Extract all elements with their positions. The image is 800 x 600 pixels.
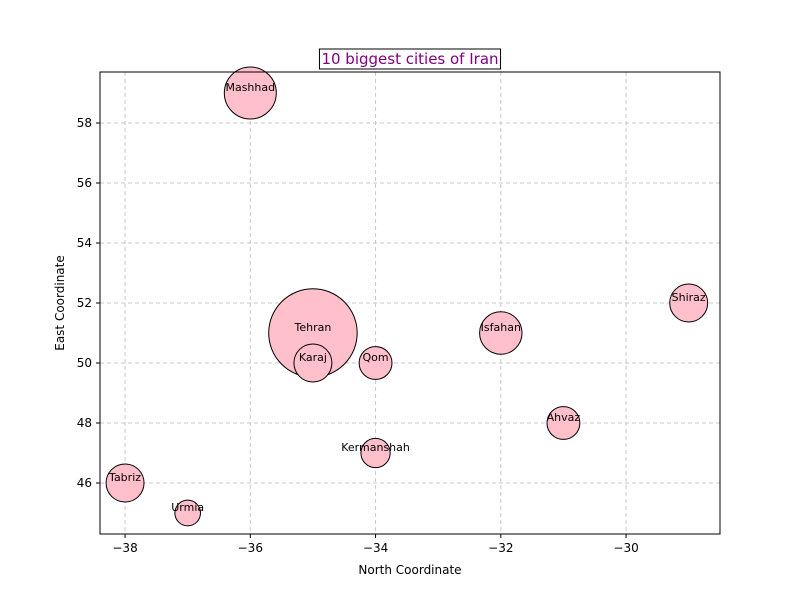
chart-title: 10 biggest cities of Iran — [321, 50, 498, 68]
city-label-urmia: Urmia — [171, 501, 204, 514]
y-tick-label: 54 — [77, 236, 92, 250]
city-label-kermanshah: Kermanshah — [341, 441, 410, 454]
x-axis-label: North Coordinate — [358, 563, 461, 577]
y-tick-label: 46 — [77, 476, 92, 490]
y-ticks: 46 48 50 52 54 56 58 — [77, 116, 100, 490]
city-label-tabriz: Tabriz — [108, 471, 141, 484]
grid — [100, 72, 720, 534]
x-tick-label: −38 — [112, 541, 137, 555]
bubbles — [106, 67, 708, 526]
y-tick-label: 48 — [77, 416, 92, 430]
city-label-shiraz: Shiraz — [672, 291, 706, 304]
x-tick-label: −30 — [613, 541, 638, 555]
city-label-isfahan: Isfahan — [481, 321, 521, 334]
city-label-ahvaz: Ahvaz — [547, 411, 581, 424]
city-labels: Tehran Mashhad Isfahan Karaj Shiraz Tabriz Qom… — [108, 81, 706, 514]
x-tick-label: −36 — [238, 541, 263, 555]
y-axis-label: East Coordinate — [53, 255, 67, 351]
y-tick-label: 56 — [77, 176, 92, 190]
y-tick-label: 52 — [77, 296, 92, 310]
x-tick-label: −32 — [488, 541, 513, 555]
x-ticks: −38 −36 −34 −32 −30 — [112, 534, 638, 555]
city-label-mashhad: Mashhad — [225, 81, 275, 94]
city-label-tehran: Tehran — [294, 321, 332, 334]
y-tick-label: 58 — [77, 116, 92, 130]
x-tick-label: −34 — [363, 541, 388, 555]
city-label-qom: Qom — [363, 351, 389, 364]
y-tick-label: 50 — [77, 356, 92, 370]
city-label-karaj: Karaj — [299, 351, 327, 364]
